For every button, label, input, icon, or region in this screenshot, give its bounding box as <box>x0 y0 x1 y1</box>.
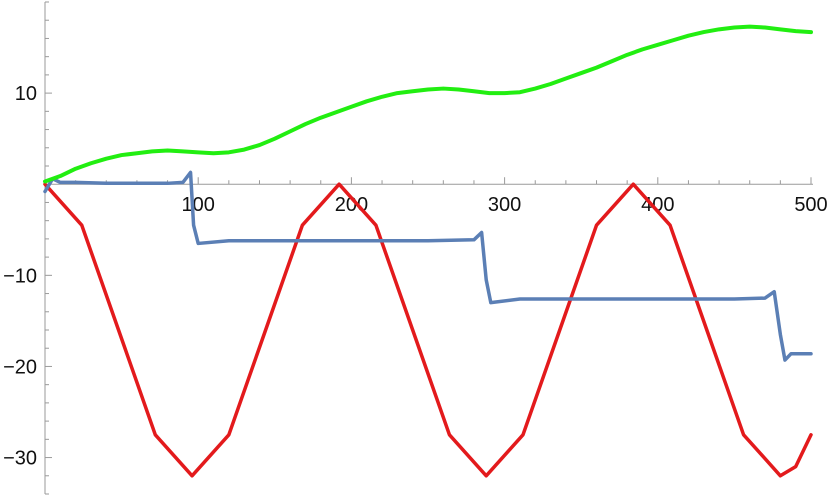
series-line-2 <box>43 170 813 362</box>
x-tick-label: 200 <box>335 194 368 216</box>
x-tick-label: 500 <box>794 194 827 216</box>
series-line-3 <box>43 24 813 184</box>
y-tick-label: 10 <box>15 83 37 105</box>
x-tick-label: 100 <box>182 194 215 216</box>
y-tick-label: −30 <box>3 448 37 470</box>
x-tick-label: 300 <box>488 194 521 216</box>
series-line-1 <box>43 182 813 478</box>
y-tick-label: −20 <box>3 356 37 378</box>
y-tick-label: −10 <box>3 265 37 287</box>
series-layer <box>43 24 813 478</box>
